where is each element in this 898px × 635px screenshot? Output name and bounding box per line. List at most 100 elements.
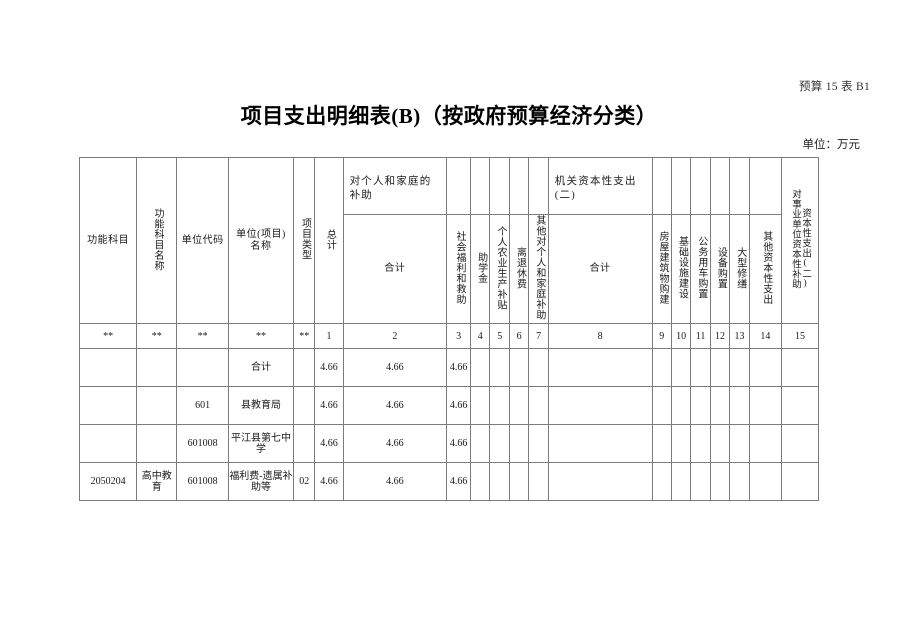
col-header-func-code: 功能科目 (78, 156, 138, 325)
cell-other-capital (748, 462, 783, 502)
group-header-personal-family-subsidy: 对个人和家庭的补助 (342, 157, 448, 215)
table-row[interactable]: 601 县教育局 4.66 4.66 4.66 (78, 386, 819, 426)
cell-building (651, 424, 672, 464)
document-code: 预算 15 表 B1 (798, 81, 870, 93)
group-header-spacer-building (651, 157, 672, 215)
cell-cap-total (547, 348, 653, 388)
col-number-unit-code: ** (176, 323, 230, 350)
col-header-unit-name: 单位(项目)名称 (228, 156, 294, 325)
cell-equipment (709, 424, 731, 464)
group-header-agency-capital: 机关资本性支出(二) (547, 157, 653, 215)
col-header-func-name-label: 功能科目名称 (152, 207, 164, 271)
cell-other-pf (528, 462, 549, 502)
col-header-infrastructure: 基础设施建设 (670, 213, 692, 325)
cell-cap-total (547, 424, 653, 464)
cell-vehicle (690, 386, 711, 426)
header-group-row: 功能科目 功能科目名称 单位代码 单位(项目)名称 项目类型 总计 (78, 156, 819, 325)
cell-inst-capital (781, 462, 819, 502)
cell-inst-capital (781, 424, 819, 464)
cell-grant (470, 462, 491, 502)
cell-unit-code: 601008 (176, 462, 230, 502)
cell-func-code (78, 424, 138, 464)
cell-func-name: 高中教育 (136, 462, 178, 502)
col-header-grant-label: 助学金 (475, 251, 487, 284)
cell-total: 4.66 (314, 462, 344, 502)
cell-grant (470, 348, 491, 388)
group-header-spacer-equipment (709, 157, 731, 215)
col-header-building: 房屋建筑物购建 (651, 213, 672, 325)
cell-building (651, 462, 672, 502)
col-header-total-label: 总计 (324, 228, 336, 250)
cell-inst-capital (781, 386, 819, 426)
col-header-equipment: 设备购置 (709, 213, 731, 325)
cell-agri-subsidy (489, 348, 510, 388)
cell-total: 4.66 (314, 386, 344, 426)
cell-retirement (508, 424, 530, 464)
group-header-spacer-grant (470, 157, 491, 215)
col-number-project-type: ** (292, 323, 316, 350)
cell-pf-total: 4.66 (342, 348, 448, 388)
cell-retirement (508, 386, 530, 426)
group-header-institution-capital: 对事业单位资本性补助资本性支出(二) (781, 156, 819, 325)
header-sub-row: 合计 社会福利和救助 助学金 个人农业生产补贴 离退休费 其他对个人和家庭补助 (80, 213, 819, 325)
col-number-agri-subsidy: 5 (489, 323, 510, 350)
col-header-other-capital-label: 其他资本性支出 (760, 230, 772, 305)
cell-func-name (136, 348, 178, 388)
cell-pf-total: 4.66 (342, 386, 448, 426)
cell-building (651, 386, 672, 426)
col-number-other-pf: 7 (528, 323, 549, 350)
cell-vehicle (690, 424, 711, 464)
table-row[interactable]: 2050204 高中教育 601008 福利费-遗属补助等 02 4.66 4.… (78, 462, 819, 502)
cell-other-capital (748, 424, 783, 464)
cell-major-repair (729, 424, 750, 464)
table-row[interactable]: 601008 平江县第七中学 4.66 4.66 4.66 (78, 424, 819, 464)
col-number-social-welfare: 3 (446, 323, 472, 350)
cell-func-name (136, 386, 178, 426)
cell-vehicle (690, 462, 711, 502)
cell-grant (470, 386, 491, 426)
cell-cap-total (547, 386, 653, 426)
cell-social-welfare: 4.66 (446, 348, 472, 388)
cell-unit-name: 县教育局 (228, 386, 294, 426)
page-title: 项目支出明细表(B)（按政府预算经济分类） (240, 104, 658, 128)
cell-infrastructure (670, 348, 692, 388)
group-header-spacer-infra (670, 157, 692, 215)
cell-social-welfare: 4.66 (446, 462, 472, 502)
col-number-infrastructure: 10 (670, 323, 692, 350)
col-number-major-repair: 13 (729, 323, 750, 350)
col-header-agri-subsidy: 个人农业生产补贴 (489, 213, 510, 325)
col-header-social-welfare-label: 社会福利和救助 (453, 230, 465, 305)
cell-other-pf (528, 386, 549, 426)
col-number-vehicle: 11 (690, 323, 711, 350)
cell-total: 4.66 (314, 348, 344, 388)
cell-cap-total (547, 462, 653, 502)
col-header-unit-name-label: 单位(项目)名称 (236, 228, 286, 252)
cell-agri-subsidy (489, 386, 510, 426)
col-header-grant: 助学金 (470, 213, 491, 325)
col-number-total: 1 (314, 323, 344, 350)
col-header-pf-total: 合计 (342, 213, 448, 325)
cell-unit-code: 601008 (176, 424, 230, 464)
col-header-cap-total-label: 合计 (589, 263, 611, 275)
cell-project-type (292, 424, 316, 464)
group-header-spacer-retirement (508, 157, 530, 215)
col-header-agri-subsidy-label: 个人农业生产补贴 (495, 225, 506, 310)
cell-equipment (709, 462, 731, 502)
col-header-major-repair-label: 大型修缮 (734, 246, 746, 289)
group-header-spacer-repair (729, 157, 750, 215)
cell-retirement (508, 462, 530, 502)
col-header-social-welfare: 社会福利和救助 (446, 213, 472, 325)
cell-total: 4.66 (314, 424, 344, 464)
col-header-building-label: 房屋建筑物购建 (657, 230, 669, 305)
col-header-unit-code: 单位代码 (176, 156, 230, 325)
col-header-unit-code-label: 单位代码 (181, 234, 224, 246)
cell-equipment (709, 348, 731, 388)
column-number-row: ** ** ** ** ** 1 2 3 4 5 6 7 8 9 10 11 1… (78, 323, 819, 350)
col-number-cap-total: 8 (547, 323, 653, 350)
col-header-infrastructure-label: 基础设施建设 (676, 236, 688, 299)
cell-major-repair (729, 386, 750, 426)
table-row[interactable]: 合计 4.66 4.66 4.66 (78, 348, 819, 388)
cell-func-code (78, 348, 138, 388)
cell-other-capital (748, 348, 783, 388)
